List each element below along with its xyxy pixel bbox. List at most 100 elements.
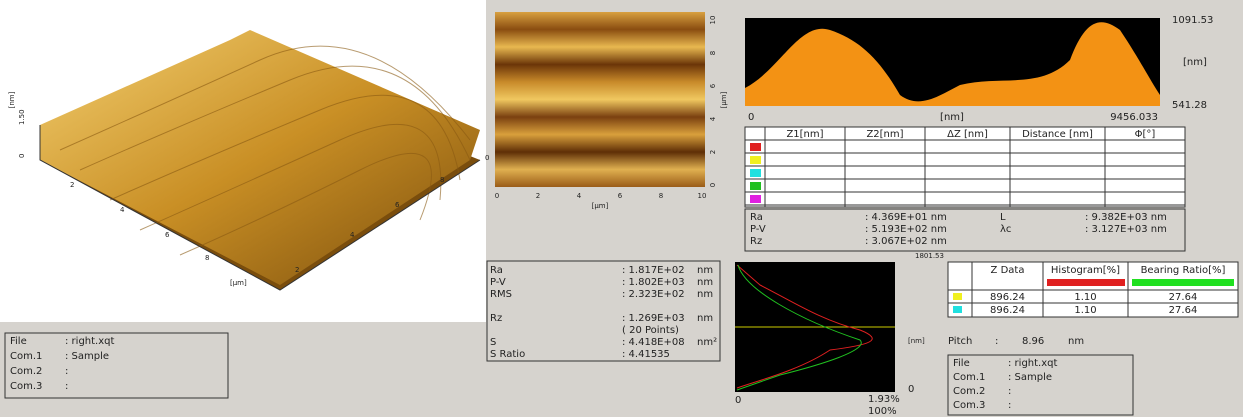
table-header: Distance [nm] — [1022, 129, 1093, 140]
cursor-swatch — [750, 143, 761, 151]
table-header: Z2[nm] — [866, 129, 903, 140]
z-min: 541.28 — [1172, 100, 1207, 111]
table-header: Histogram[%] — [1051, 265, 1120, 276]
stat-value: : 3.127E+03 nm — [1085, 224, 1167, 235]
info-key: Com.3 — [10, 381, 42, 392]
table-cell: 896.24 — [990, 292, 1025, 303]
height-map — [495, 12, 705, 187]
stat-unit: nm — [697, 277, 713, 288]
z-swatch — [953, 306, 962, 313]
info-key: File — [953, 358, 970, 369]
x-tick: 8 — [659, 192, 663, 200]
table-header: Bearing Ratio[%] — [1141, 265, 1226, 276]
pitch-unit: nm — [1068, 336, 1084, 347]
x-unit: [μm] — [592, 202, 609, 210]
y-unit: [μm] — [720, 91, 728, 108]
stat-key: RMS — [490, 289, 512, 300]
area-stats-box — [487, 261, 720, 361]
table-header: Φ[°] — [1135, 129, 1156, 140]
stat-unit: nm — [697, 289, 713, 300]
z-max: 1091.53 — [1172, 15, 1213, 26]
z-unit: [nm] — [8, 91, 16, 108]
y-tick: 0 — [485, 154, 489, 162]
stat-value: : 9.382E+03 nm — [1085, 212, 1167, 223]
x-max: 1.93% — [868, 394, 900, 405]
stat-key: Ra — [750, 212, 763, 223]
unit: [μm] — [230, 279, 247, 287]
stat-key: Ra — [490, 265, 503, 276]
stat-value: : 1.802E+03 — [622, 277, 685, 288]
table-cell: 1.10 — [1074, 292, 1096, 303]
info-value: : — [65, 366, 68, 377]
table-cell: 27.64 — [1169, 292, 1198, 303]
stat-value: : 3.067E+02 nm — [865, 236, 947, 247]
stat-key: Rz — [490, 313, 502, 324]
stat-key: P-V — [750, 224, 766, 235]
info-value: : — [1008, 386, 1011, 397]
x-tick: 2 — [70, 181, 74, 189]
stat-value: : 2.323E+02 — [622, 289, 685, 300]
cursor-swatch — [750, 195, 761, 203]
info-key: Com.3 — [953, 400, 985, 411]
info-value: : right.xqt — [65, 336, 114, 347]
info-key: File — [10, 336, 27, 347]
x-tick: 6 — [618, 192, 623, 200]
info-value: : — [1008, 400, 1011, 411]
z-tick: 1.50 — [18, 109, 26, 125]
info-value: : — [65, 381, 68, 392]
x-unit: [nm] — [940, 112, 964, 123]
stat-unit: nm — [697, 313, 713, 324]
stat-value: : 5.193E+02 nm — [865, 224, 947, 235]
x-tick: 2 — [536, 192, 540, 200]
stat-value: : 1.817E+02 — [622, 265, 685, 276]
y-zero: 0 — [908, 384, 914, 395]
info-value: : right.xqt — [1008, 358, 1057, 369]
stat-unit: nm — [697, 265, 713, 276]
info-value: : Sample — [65, 351, 109, 362]
table-cell: 27.64 — [1169, 305, 1198, 316]
table-cell: 1.10 — [1074, 305, 1096, 316]
stat-value: : 1.269E+03 — [622, 313, 685, 324]
y-tick: 0 — [709, 183, 717, 187]
table-header: Z1[nm] — [786, 129, 823, 140]
bearing-bar — [1132, 279, 1234, 286]
cursor-swatch — [750, 169, 761, 177]
cursor-swatch — [750, 182, 761, 190]
y-tick: 8 — [709, 51, 717, 55]
stat-key: S Ratio — [490, 349, 525, 360]
z-swatch — [953, 293, 962, 300]
y-tick: 10 — [709, 16, 717, 25]
x-end: 9456.033 — [1110, 112, 1158, 123]
y-tick: 6 — [709, 83, 717, 88]
x-tick: 8 — [205, 254, 209, 262]
table-cell: 896.24 — [990, 305, 1025, 316]
stat-key: Rz — [750, 236, 762, 247]
x-tick: 4 — [577, 192, 582, 200]
z-unit: [nm] — [1183, 57, 1207, 68]
y-tick: 4 — [350, 231, 355, 239]
stat-key: S — [490, 337, 496, 348]
table-header: ΔZ [nm] — [947, 129, 988, 140]
stat-key: P-V — [490, 277, 506, 288]
y-unit: [nm] — [908, 337, 925, 345]
info-key: Com.1 — [10, 351, 42, 362]
stat-value: : 4.41535 — [622, 349, 670, 360]
info-value: : Sample — [1008, 372, 1052, 383]
y-tick: 6 — [395, 201, 400, 209]
x-tick: 4 — [120, 206, 125, 214]
pitch-label: Pitch — [948, 336, 972, 347]
info-key: Com.2 — [10, 366, 42, 377]
stat-unit: nm² — [697, 337, 717, 348]
profile-note: 1801.53 — [915, 252, 944, 260]
x-tick: 6 — [165, 231, 170, 239]
pitch-sep: : — [995, 336, 998, 347]
cursor-swatch — [750, 156, 761, 164]
info-key: Com.2 — [953, 386, 985, 397]
stat-key: λc — [1000, 224, 1011, 235]
stat-value: : 4.418E+08 — [622, 337, 685, 348]
stat-value: : 4.369E+01 nm — [865, 212, 947, 223]
rz-points: ( 20 Points) — [622, 325, 679, 336]
pitch-value: 8.96 — [1022, 336, 1044, 347]
z-tick: 0 — [18, 154, 26, 158]
y-tick: 2 — [709, 150, 717, 154]
